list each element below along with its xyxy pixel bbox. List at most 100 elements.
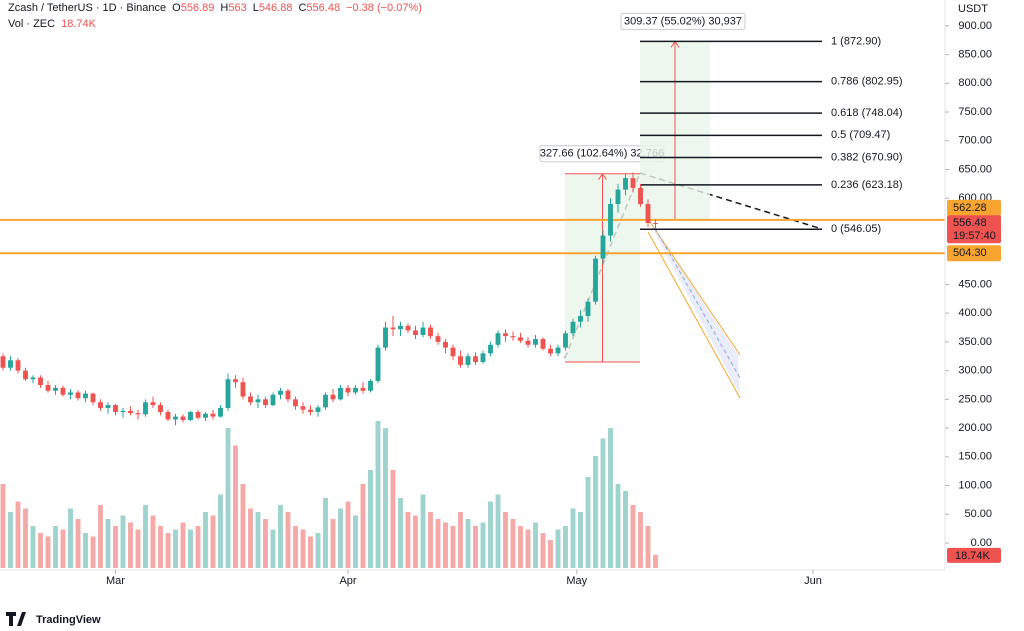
candle-body xyxy=(405,325,411,331)
candle-body xyxy=(53,387,58,391)
y-tick-label: 700.00 xyxy=(958,135,992,147)
volume-bar xyxy=(233,445,238,568)
candle-body xyxy=(293,399,298,407)
y-tick-label: 200.00 xyxy=(958,422,992,434)
volume-bar xyxy=(278,505,283,568)
candle-body xyxy=(330,394,336,400)
volume-bar xyxy=(495,494,501,568)
candle-body xyxy=(98,402,103,408)
volume-bar xyxy=(90,536,96,568)
volume-bar xyxy=(210,515,216,568)
change: −0.38 (−0.07%) xyxy=(346,2,422,14)
measure-label: 309.37 (55.02%) 30,937 xyxy=(624,15,742,27)
candle-body xyxy=(585,301,591,317)
volume-bar xyxy=(563,526,568,568)
candle-body xyxy=(38,377,43,385)
candle-body xyxy=(240,382,246,397)
candle-body xyxy=(278,390,283,395)
volume-bar xyxy=(158,526,163,568)
volume-bar xyxy=(398,498,403,568)
candle-body xyxy=(548,348,553,354)
header: Zcash / TetherUS · 1D · Binance O556.89 H5… xyxy=(8,2,422,14)
candle-body xyxy=(45,384,51,391)
candle-body xyxy=(285,390,291,400)
volume-bar xyxy=(458,512,463,568)
candle-body xyxy=(600,235,606,259)
volume-bar xyxy=(23,508,28,568)
candle-body xyxy=(450,347,456,357)
volume-bar xyxy=(173,529,178,568)
candle-body xyxy=(173,416,178,420)
measure-label: 327.66 (102.64%) 32,766 xyxy=(540,148,664,160)
y-tick-label: 100.00 xyxy=(958,479,992,491)
volume-bar xyxy=(450,526,456,568)
volume-bar xyxy=(600,438,606,568)
candle-body xyxy=(308,409,313,412)
candle-body xyxy=(345,387,351,393)
candle-body xyxy=(525,340,531,345)
volume-bar xyxy=(593,456,598,568)
field-label: O xyxy=(172,2,181,14)
volume-bar xyxy=(570,508,576,568)
volume-tag-label: 18.74K xyxy=(955,550,991,562)
candle-body xyxy=(270,394,276,406)
volume-bar xyxy=(585,477,591,568)
x-tick-label: May xyxy=(566,575,587,587)
field-label: L xyxy=(253,2,259,14)
volume-tag xyxy=(947,547,1001,563)
volume-bar xyxy=(188,529,193,568)
candle-body xyxy=(188,411,193,421)
candle-body xyxy=(653,223,658,225)
volume-bar xyxy=(525,529,531,568)
candle-body xyxy=(210,413,216,417)
field-value: 556.48 xyxy=(306,2,340,14)
candle-body xyxy=(630,178,636,188)
last-price-tag xyxy=(947,215,1001,244)
volume-bar xyxy=(75,519,81,568)
volume-bar xyxy=(353,515,358,568)
candle-body xyxy=(128,410,133,414)
volume-label: Vol · ZEC xyxy=(8,18,55,30)
volume-bar xyxy=(98,505,103,568)
volume-bar xyxy=(270,529,276,568)
volume-bar xyxy=(645,526,651,568)
candle-body xyxy=(83,393,88,399)
candle-body xyxy=(23,370,28,380)
volume-bar xyxy=(503,512,508,568)
field-value: 546.88 xyxy=(259,2,293,14)
volume-bar xyxy=(510,519,516,568)
candle-body xyxy=(570,321,576,334)
volume-bar xyxy=(0,484,6,568)
volume-bar xyxy=(615,484,621,568)
candle-body xyxy=(90,393,96,403)
candle-body xyxy=(180,416,186,421)
volume-bar xyxy=(15,501,21,568)
y-tick-label: 750.00 xyxy=(958,106,992,118)
candle-body xyxy=(473,356,478,362)
candle-body xyxy=(158,405,163,412)
candle-body xyxy=(518,337,523,341)
volume-bar xyxy=(368,470,373,568)
volume-bar xyxy=(60,529,66,568)
volume-bar xyxy=(225,428,231,568)
candle-body xyxy=(563,333,568,348)
volume-bar xyxy=(360,484,366,568)
candle-body xyxy=(465,356,471,365)
fib-label: 0.236 (623.18) xyxy=(831,179,903,191)
logo-mark xyxy=(6,612,26,626)
volume-bar xyxy=(428,512,433,568)
candle-body xyxy=(608,203,613,236)
y-tick-label: 250.00 xyxy=(958,393,992,405)
price-tag xyxy=(947,245,1001,262)
y-tick-label: 300.00 xyxy=(958,365,992,377)
candle-body xyxy=(15,360,21,371)
fib-label: 0 (546.05) xyxy=(831,223,881,235)
volume-bar xyxy=(653,554,658,568)
volume-bar xyxy=(285,512,291,568)
candle-body xyxy=(135,413,141,415)
volume-bar xyxy=(540,533,546,568)
candle-body xyxy=(150,402,156,406)
candle-body xyxy=(315,407,321,412)
volume-bar xyxy=(203,512,208,568)
